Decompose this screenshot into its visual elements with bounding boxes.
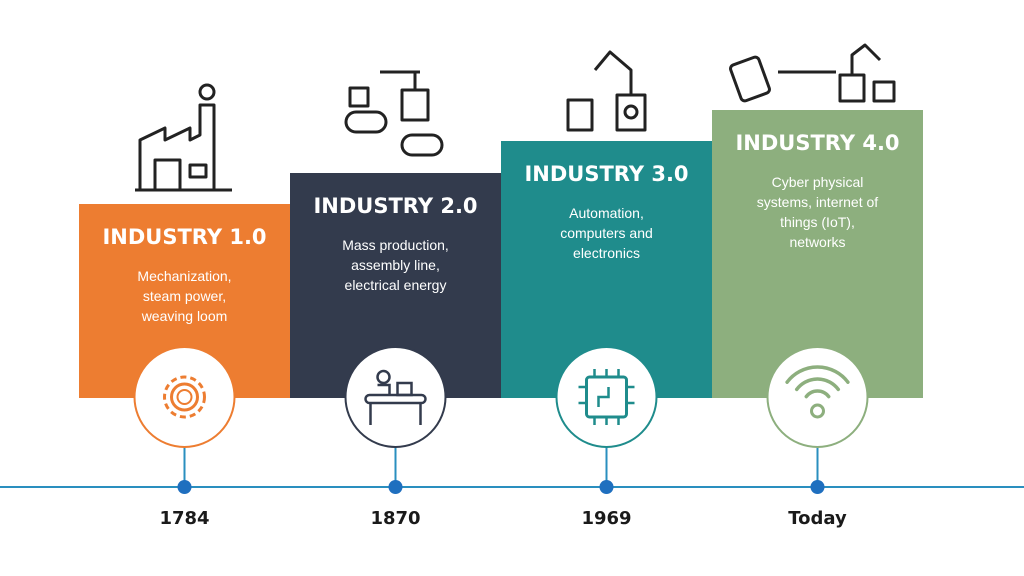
wifi-icon	[785, 365, 850, 384]
assembly-icon	[344, 70, 444, 157]
stage-description: Automation,	[569, 205, 644, 221]
wifi-icon	[794, 377, 841, 392]
icon-circle	[766, 346, 869, 448]
wifi-icon	[804, 389, 831, 399]
stage-description: networks	[789, 234, 845, 250]
stage-title: INDUSTRY 2.0	[313, 194, 477, 218]
worker-icon	[364, 393, 427, 405]
gear-icon	[163, 375, 206, 419]
timeline-dot	[388, 480, 403, 494]
factory-icon	[135, 83, 232, 192]
stage-description: weaving loom	[141, 308, 228, 324]
stage-title: INDUSTRY 3.0	[524, 162, 688, 186]
stage-date: 1870	[370, 508, 420, 529]
chip-icon	[578, 369, 635, 425]
gear-icon	[170, 382, 199, 412]
stage-date: Today	[788, 508, 847, 529]
iot-robot-icon	[729, 43, 896, 103]
icon-circle	[344, 346, 447, 448]
stage-description: computers and	[560, 225, 653, 241]
stage-date: 1784	[159, 508, 209, 529]
gear-icon	[176, 389, 193, 405]
stage-description: steam power,	[143, 288, 226, 304]
stage-description: Mechanization,	[137, 268, 231, 284]
stage-description: things (IoT),	[780, 214, 855, 230]
icon-circle	[133, 346, 236, 448]
stage-description: systems, internet of	[757, 194, 878, 210]
timeline-dot	[177, 480, 192, 494]
timeline-dot	[599, 480, 614, 494]
worker-icon	[369, 381, 422, 425]
timeline-dot	[810, 480, 825, 494]
wifi-icon	[810, 403, 825, 419]
stage-description: Cyber physical	[772, 174, 864, 190]
stage-date: 1969	[581, 508, 631, 529]
robot-arm-icon	[566, 50, 647, 132]
stage-title: INDUSTRY 1.0	[102, 225, 266, 249]
stage-title: INDUSTRY 4.0	[735, 131, 899, 155]
stage-description: electronics	[573, 245, 640, 261]
stage-description: assembly line,	[351, 257, 440, 273]
worker-icon	[376, 369, 391, 385]
stage-description: electrical energy	[345, 277, 447, 293]
stage-description: Mass production,	[342, 237, 449, 253]
